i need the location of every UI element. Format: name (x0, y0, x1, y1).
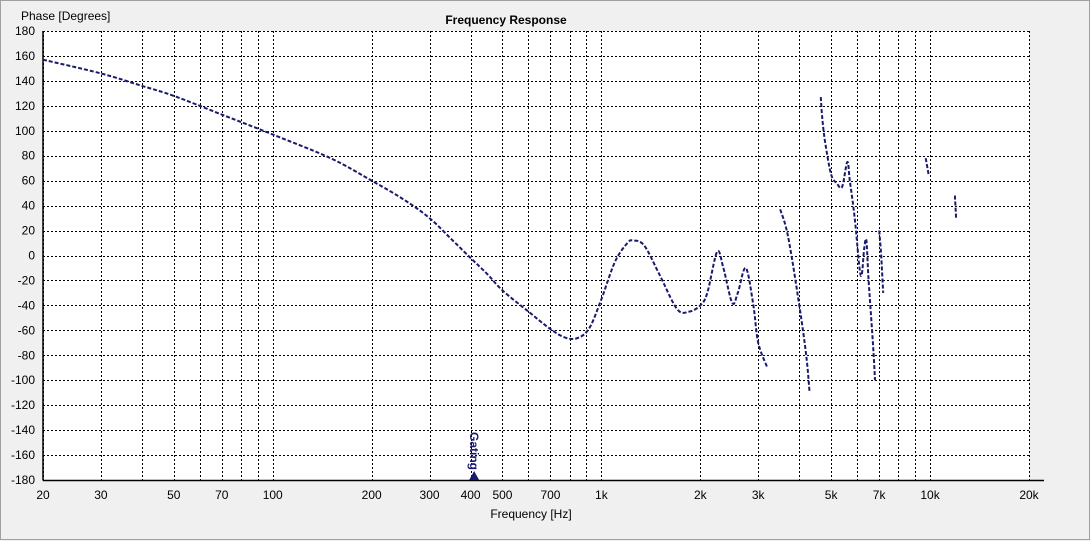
y-tick-label: -100 (11, 373, 35, 387)
x-tick-label: 30 (94, 488, 108, 502)
y-tick-label: -180 (11, 473, 35, 487)
y-tick-label: -160 (11, 448, 35, 462)
y-tick-label: 160 (15, 49, 35, 63)
chart-title: Frequency Response (445, 13, 567, 27)
y-tick-label: 0 (28, 249, 35, 263)
x-axis-title: Frequency [Hz] (490, 507, 571, 521)
y-tick-label: -140 (11, 423, 35, 437)
y-tick-label: 100 (15, 124, 35, 138)
y-tick-label: -20 (18, 273, 36, 287)
marker-layer: Gating (467, 432, 481, 480)
y-tick-labels: 180 160 140 120 100 80 60 40 20 0 -20 -40 -60 -80 -100… (11, 24, 35, 487)
phase-series-line (779, 209, 811, 393)
y-tick-label: 80 (22, 149, 36, 163)
y-tick-label: 60 (22, 174, 36, 188)
x-tick-label: 700 (540, 488, 560, 502)
x-tick-labels: 20 30 50 70 100 200 300 400 500 700 1k 2k 3k 5k 7k 10k 2… (36, 488, 1039, 502)
y-tick-label: 140 (15, 74, 35, 88)
x-tick-label: 400 (461, 488, 481, 502)
x-tick-label: 20k (1019, 488, 1039, 502)
x-tick-label: 20 (36, 488, 50, 502)
y-tick-label: 40 (22, 199, 36, 213)
gating-marker-arrow (469, 471, 480, 480)
x-tick-label: 300 (420, 488, 440, 502)
x-tick-label: 1k (595, 488, 609, 502)
phase-series-line (953, 195, 958, 219)
gating-marker-label: Gating (467, 432, 481, 470)
x-tick-label: 2k (694, 488, 708, 502)
series-layer (42, 58, 958, 393)
x-tick-label: 10k (920, 488, 940, 502)
y-tick-label: 20 (22, 224, 36, 238)
x-tick-label: 100 (263, 488, 283, 502)
phase-series-line (819, 97, 876, 381)
x-tick-label: 7k (873, 488, 887, 502)
grid-layer (43, 31, 1030, 481)
phase-series-line (878, 230, 885, 293)
phase-series-line (924, 158, 930, 175)
x-tick-label: 200 (362, 488, 382, 502)
axis-layer (42, 31, 1044, 482)
phase-series-line (42, 58, 769, 369)
x-tick-label: 5k (825, 488, 839, 502)
y-tick-label: 120 (15, 99, 35, 113)
y-tick-label: -120 (11, 398, 35, 412)
x-tick-label: 3k (752, 488, 766, 502)
x-tick-label: 500 (492, 488, 512, 502)
y-tick-label: -40 (18, 298, 36, 312)
x-tick-label: 70 (215, 488, 229, 502)
y-tick-label: 180 (15, 24, 35, 38)
y-tick-label: -60 (18, 323, 36, 337)
x-tick-label: 50 (167, 488, 181, 502)
y-axis-title: Phase [Degrees] (21, 9, 110, 23)
y-tick-label: -80 (18, 348, 36, 362)
